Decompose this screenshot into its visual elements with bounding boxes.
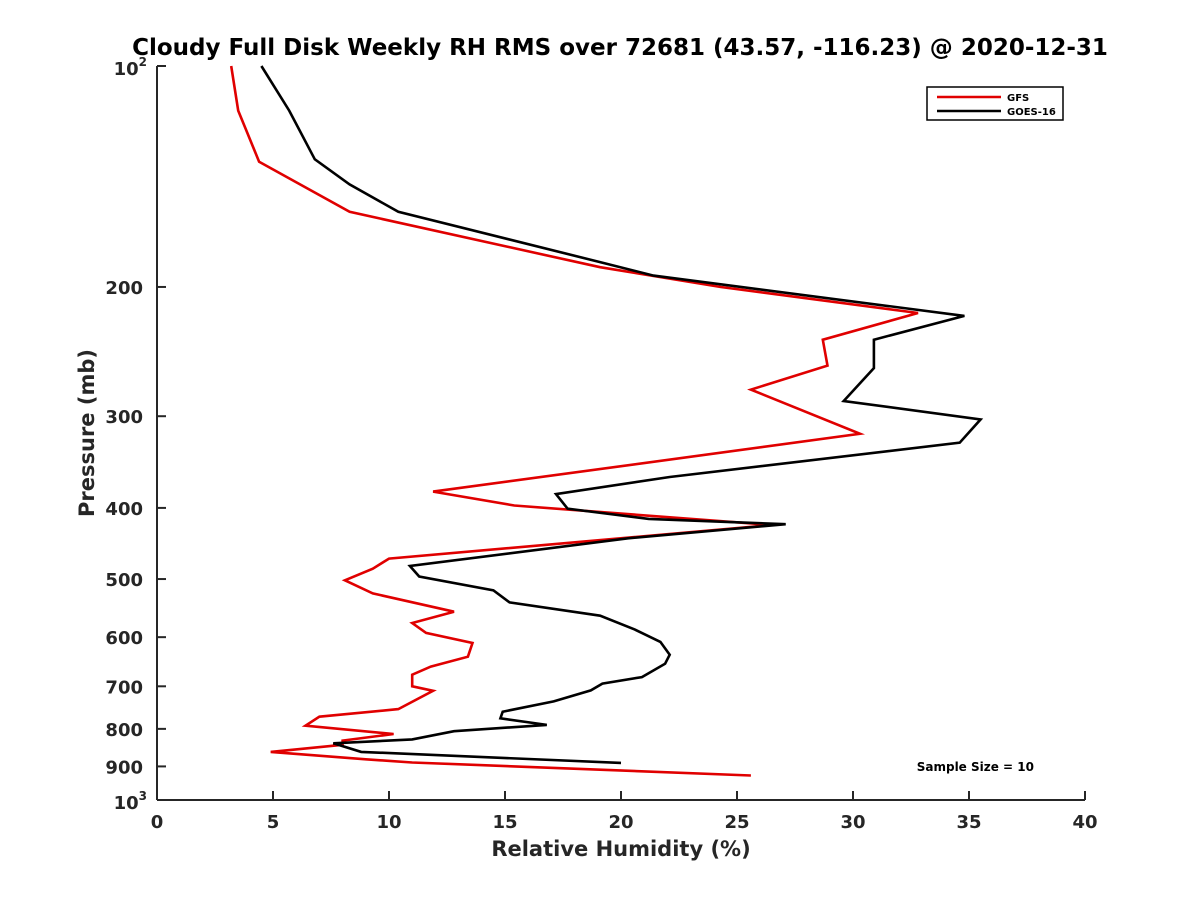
- y-tick-label: 103: [114, 789, 147, 814]
- y-tick-label: 500: [105, 570, 143, 591]
- y-tick-label: 700: [105, 677, 143, 698]
- legend-label-goes-16: GOES-16: [1007, 107, 1056, 118]
- y-tick-label: 300: [105, 407, 143, 428]
- sample-size-annotation: Sample Size = 10: [917, 760, 1034, 774]
- x-tick-label: 5: [267, 812, 280, 833]
- y-tick-label: 102: [114, 55, 147, 80]
- axes: 0 5 10 15 20 25 30 35 40 102 200 300 400 500 600 700 800…: [75, 55, 1098, 861]
- series-line-gfs: [229, 65, 919, 777]
- legend-label-gfs: GFS: [1007, 93, 1029, 104]
- legend: GFS GOES-16: [926, 86, 1064, 121]
- x-tick-label: 30: [840, 812, 865, 833]
- x-tick-label: 40: [1072, 812, 1097, 833]
- y-axis-label: Pressure (mb): [75, 349, 99, 517]
- x-tick-label: 10: [376, 812, 401, 833]
- x-tick-label: 15: [492, 812, 517, 833]
- y-tick-label: 900: [105, 757, 143, 778]
- x-tick-label: 35: [956, 812, 981, 833]
- y-tick-label: 200: [105, 278, 143, 299]
- y-tick-label: 800: [105, 720, 143, 741]
- series-lines: [229, 65, 984, 777]
- chart-title: Cloudy Full Disk Weekly RH RMS over 7268…: [132, 35, 1108, 61]
- x-tick-label: 0: [151, 812, 164, 833]
- legend-box: [926, 86, 1064, 121]
- y-tick-label: 400: [105, 499, 143, 520]
- x-tick-label: 25: [724, 812, 749, 833]
- x-axis-label: Relative Humidity (%): [491, 837, 750, 861]
- series-line-goes-16: [260, 65, 984, 765]
- x-tick-label: 20: [608, 812, 633, 833]
- y-tick-label: 600: [105, 628, 143, 649]
